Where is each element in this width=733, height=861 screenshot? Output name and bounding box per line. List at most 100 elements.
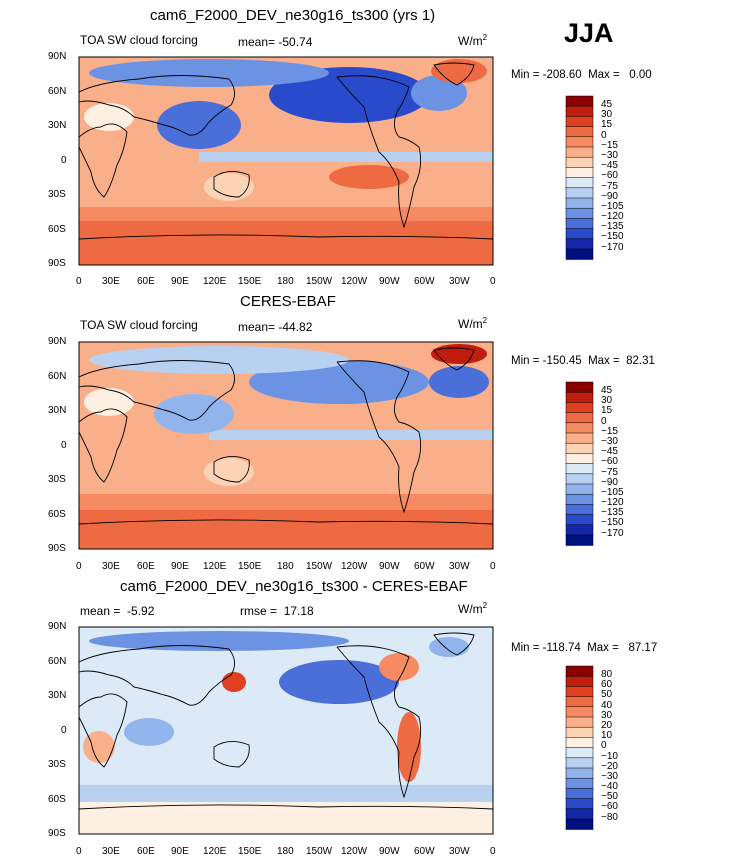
panel2-mean: mean= -44.82 <box>238 320 313 334</box>
panel1-southern-band <box>79 221 493 265</box>
panel1-colorbar-swatches <box>565 95 594 260</box>
lon-tick: 120W <box>341 846 368 857</box>
lat-tick: 0 <box>61 440 67 451</box>
lon-tick: 120W <box>341 276 368 287</box>
panel2-colorbar <box>565 381 594 546</box>
colorbar-swatch <box>565 105 594 117</box>
colorbar-tick-label: −50 <box>601 791 618 803</box>
colorbar-tick-label: −90 <box>601 476 618 488</box>
colorbar-swatch <box>565 422 594 434</box>
colorbar-swatch <box>565 238 594 250</box>
colorbar-swatch <box>565 716 594 728</box>
colorbar-swatch <box>565 156 594 168</box>
colorbar-tick-label: 40 <box>601 699 613 711</box>
colorbar-tick-label: −90 <box>601 190 618 202</box>
panel1-mean-label: mean= <box>238 35 276 49</box>
lon-tick: 30W <box>449 276 470 287</box>
colorbar-tick-label: 45 <box>601 99 613 110</box>
lat-tick: 30N <box>48 120 67 131</box>
panel3-southern-band <box>79 802 493 834</box>
colorbar-tick-label: 30 <box>601 709 613 721</box>
lon-tick: 60E <box>137 561 155 572</box>
panel1-min-max: Min = -208.60 Max = 0.00 <box>511 69 652 81</box>
colorbar-swatch <box>565 767 594 779</box>
panel3-colorbar-swatches <box>565 665 594 830</box>
panel2-map <box>78 341 494 550</box>
lat-tick: 30N <box>48 690 67 701</box>
colorbar-tick-label: 30 <box>601 395 613 407</box>
panel1-se-pacific <box>329 165 409 189</box>
colorbar-swatch <box>565 187 594 199</box>
lon-tick: 150W <box>306 276 333 287</box>
panel2-colorbar-labels: 45 30 15 0 −15 −30 −45 −60 −75 −90 −105 −120 −135 −15… <box>601 385 624 539</box>
colorbar-tick-label: −150 <box>601 517 624 529</box>
panel2-units: W/m2 <box>458 316 488 331</box>
colorbar-tick-label: 10 <box>601 730 613 742</box>
panel2-colorbar-swatches <box>565 381 594 546</box>
panel2-min-max: Min = -150.45 Max = 82.31 <box>511 355 655 367</box>
lat-tick: 30S <box>48 759 66 770</box>
colorbar-tick-label: 0 <box>601 740 607 752</box>
panel3-north-america <box>379 653 419 681</box>
lat-tick: 90S <box>48 828 66 839</box>
colorbar-swatch <box>565 798 594 810</box>
lat-tick: 90N <box>48 336 67 347</box>
colorbar-swatch <box>565 136 594 148</box>
colorbar-swatch <box>565 504 594 516</box>
colorbar-tick-label: −45 <box>601 446 618 458</box>
lon-tick: 150W <box>306 846 333 857</box>
colorbar-swatch <box>565 177 594 189</box>
colorbar-tick-label: −60 <box>601 170 618 182</box>
colorbar-swatch <box>565 95 594 107</box>
colorbar-swatch <box>565 493 594 505</box>
colorbar-swatch <box>565 777 594 789</box>
panel2-map-frame <box>78 341 494 550</box>
colorbar-swatch <box>565 534 594 546</box>
panel2-itcz <box>209 430 493 440</box>
lat-tick: 60S <box>48 509 66 520</box>
panel2-variable-label: TOA SW cloud forcing <box>80 318 198 332</box>
panel3-min-max: Min = -118.74 Max = 87.17 <box>511 642 658 654</box>
lon-tick: 120E <box>203 276 227 287</box>
colorbar-swatch <box>565 818 594 830</box>
colorbar-swatch <box>565 524 594 536</box>
lon-tick: 90W <box>379 561 400 572</box>
panel1-title: cam6_F2000_DEV_ne30g16_ts300 (yrs 1) <box>150 7 436 24</box>
panel1-arctic <box>89 59 329 87</box>
lon-tick: 0 <box>76 276 82 287</box>
colorbar-swatch <box>565 726 594 738</box>
lat-tick: 90S <box>48 258 66 269</box>
panel3-coastlines <box>78 632 494 810</box>
colorbar-tick-label: −120 <box>601 497 624 509</box>
colorbar-swatch <box>565 483 594 495</box>
colorbar-tick-label: −80 <box>601 811 618 823</box>
lon-tick: 0 <box>76 846 82 857</box>
colorbar-swatch <box>565 402 594 414</box>
lon-tick: 90E <box>171 276 189 287</box>
panel3-map <box>78 626 494 835</box>
colorbar-tick-label: 45 <box>601 385 613 396</box>
colorbar-swatch <box>565 696 594 708</box>
colorbar-tick-label: −135 <box>601 507 624 519</box>
colorbar-tick-label: 0 <box>601 129 607 141</box>
colorbar-tick-label: −10 <box>601 750 618 762</box>
lat-tick: 0 <box>61 725 67 736</box>
colorbar-tick-label: −45 <box>601 160 618 172</box>
colorbar-tick-label: −135 <box>601 221 624 233</box>
lon-tick: 180 <box>277 561 294 572</box>
colorbar-swatch <box>565 675 594 687</box>
panel1-colorbar-labels: 45 30 15 0 −15 −30 −45 −60 −75 −90 −105 −120 −135 −15… <box>601 99 624 253</box>
colorbar-swatch <box>565 686 594 698</box>
colorbar-swatch <box>565 116 594 128</box>
colorbar-swatch <box>565 197 594 209</box>
lon-tick: 30W <box>449 846 470 857</box>
panel1-greenland <box>431 59 487 83</box>
panel3-colorbar-labels: 80 60 50 40 30 20 10 0 −10 −20 −30 −40 −50 −60 −80 <box>601 669 618 823</box>
panel2-storm-track-south <box>79 494 493 510</box>
colorbar-swatch <box>565 146 594 158</box>
lat-tick: 30S <box>48 474 66 485</box>
colorbar-swatch <box>565 514 594 526</box>
panel3-south-america <box>397 712 421 782</box>
panel1-units: W/m2 <box>458 33 488 48</box>
panel2-coastlines <box>78 347 494 525</box>
